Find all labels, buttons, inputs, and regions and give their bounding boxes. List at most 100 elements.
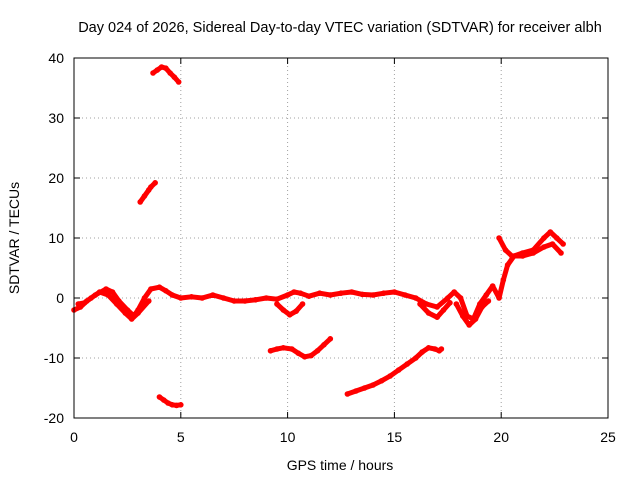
data-point <box>509 253 515 259</box>
data-point <box>103 286 109 292</box>
x-tick-label: 10 <box>280 429 296 445</box>
x-axis-label: GPS time / hours <box>287 457 394 473</box>
data-point <box>128 316 135 322</box>
y-tick-label: -10 <box>44 350 64 366</box>
series-lower-branch <box>75 289 152 322</box>
x-tick-label: 15 <box>387 429 403 445</box>
data-point <box>370 292 376 298</box>
data-point <box>359 291 366 298</box>
data-point <box>434 304 440 310</box>
data-point <box>145 298 152 304</box>
chart-title: Day 024 of 2026, Sidereal Day-to-day VTE… <box>78 20 602 36</box>
data-point <box>489 283 496 289</box>
data-point <box>447 300 453 306</box>
data-point <box>466 322 472 328</box>
data-point <box>274 346 280 352</box>
data-point <box>293 308 299 315</box>
data-point <box>459 313 466 319</box>
data-point <box>453 301 460 307</box>
series-arc-mid <box>137 180 158 205</box>
data-point <box>242 298 248 304</box>
series-arc-bottom <box>156 394 184 409</box>
data-point <box>425 310 432 316</box>
y-tick-label: -20 <box>44 410 64 426</box>
x-tick-label: 5 <box>177 429 185 445</box>
data-point <box>541 244 547 250</box>
data-point <box>558 250 564 256</box>
data-point <box>169 292 176 298</box>
data-point <box>160 397 167 403</box>
data-point <box>220 295 227 301</box>
y-tick-label: 0 <box>56 290 64 306</box>
data-point <box>472 316 479 322</box>
series-dip-18h <box>453 298 492 328</box>
data-point <box>150 70 156 76</box>
data-point <box>353 388 359 394</box>
ticks: 0 5 10 15 20 25 -20 -10 0 10 20 30 40 <box>44 50 616 445</box>
data-point <box>519 253 526 259</box>
data-point <box>156 394 163 400</box>
data-point <box>167 70 173 76</box>
data-point <box>560 241 566 247</box>
data-point <box>438 346 445 352</box>
data-point <box>395 367 402 373</box>
data-point <box>75 301 82 307</box>
data-point <box>440 307 447 313</box>
data-point <box>402 292 408 298</box>
series-main-band <box>71 229 566 322</box>
data-point <box>344 391 351 397</box>
data-point <box>457 295 464 301</box>
data-point <box>135 310 141 316</box>
series-line <box>75 289 152 322</box>
data-point <box>289 346 295 352</box>
data-point <box>380 290 387 297</box>
data-point <box>327 336 334 342</box>
data-point <box>148 286 154 292</box>
data-point <box>188 294 195 300</box>
data-point <box>163 288 169 294</box>
data-point <box>175 79 182 85</box>
y-tick-label: 40 <box>48 50 64 66</box>
data-point <box>252 297 259 303</box>
data-point <box>404 361 411 367</box>
data-point <box>141 295 148 301</box>
data-point <box>434 314 440 321</box>
data-point <box>141 193 148 199</box>
data-point <box>301 354 308 360</box>
data-point <box>412 355 419 361</box>
data-point <box>152 180 158 186</box>
data-point <box>530 250 537 256</box>
data-point <box>210 292 216 298</box>
data-point <box>286 312 293 318</box>
data-point <box>553 235 560 241</box>
data-point <box>156 284 163 291</box>
data-point <box>348 289 355 295</box>
data-point <box>154 67 161 73</box>
data-point <box>171 74 178 80</box>
data-point <box>432 346 438 352</box>
series-late-branch <box>496 235 564 259</box>
data-point <box>274 301 280 307</box>
data-point <box>419 349 425 355</box>
data-point <box>173 402 180 409</box>
data-point <box>88 295 94 301</box>
data-point <box>81 300 88 306</box>
x-tick-label: 0 <box>70 429 78 445</box>
data-point <box>361 385 368 391</box>
data-point <box>122 310 129 316</box>
data-point <box>109 289 116 295</box>
data-point <box>178 402 184 408</box>
data-point <box>178 295 184 301</box>
data-point <box>502 247 509 253</box>
data-point <box>113 301 120 307</box>
series-arc-top <box>150 64 182 85</box>
data-point <box>297 290 304 297</box>
series-line <box>268 336 333 360</box>
data-point <box>284 292 291 298</box>
data-point <box>496 235 502 241</box>
y-tick-label: 20 <box>48 170 64 186</box>
data-point <box>338 290 344 297</box>
data-point <box>280 307 287 313</box>
data-point <box>327 292 334 298</box>
